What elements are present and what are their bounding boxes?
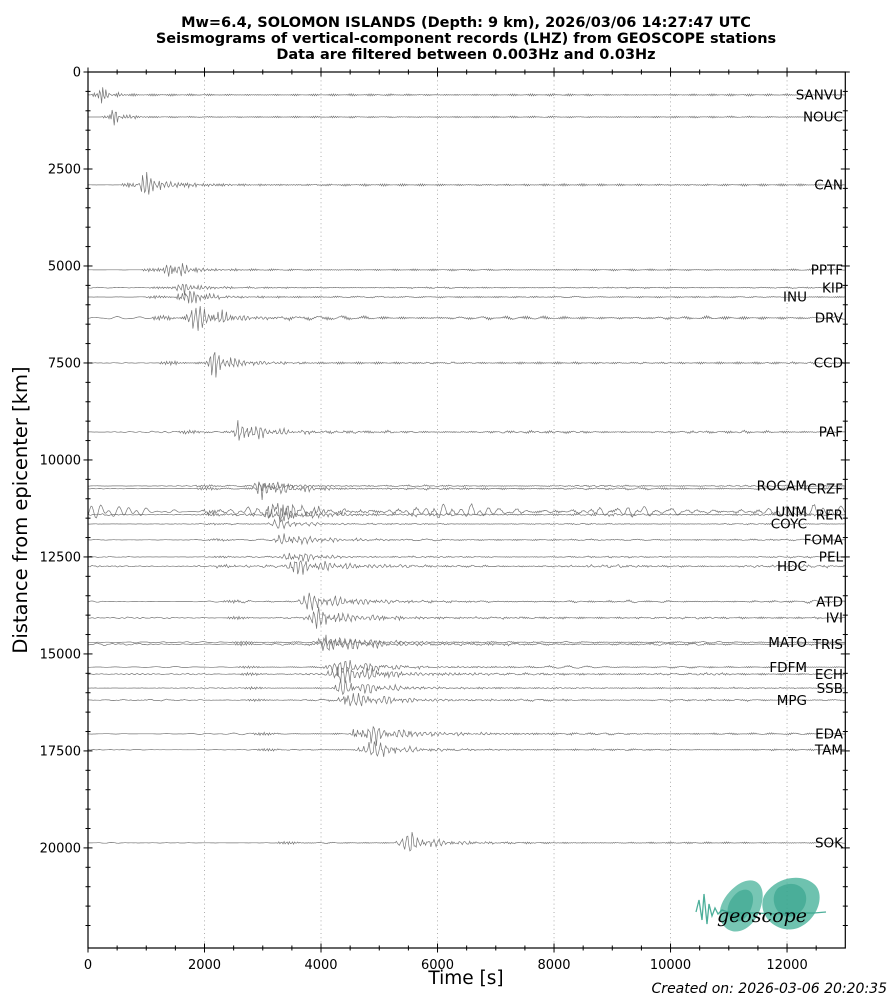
- seismogram-trace-rer: [88, 507, 846, 522]
- y-tick-label: 2500: [48, 162, 81, 177]
- seismogram-trace-inu: [88, 290, 846, 304]
- seismogram-trace-sanvu: [88, 87, 846, 104]
- station-label-mato: MATO: [768, 635, 807, 651]
- seismogram-trace-ssb: [88, 679, 846, 696]
- y-axis-label: Distance from epicenter [km]: [9, 366, 32, 653]
- y-tick-label: 20000: [40, 841, 81, 856]
- station-label-pel: PEL: [819, 550, 844, 566]
- station-label-atd: ATD: [816, 594, 843, 610]
- station-label-inu: INU: [783, 290, 807, 306]
- x-tick-label: 8000: [537, 958, 570, 973]
- seismogram-trace-pptf: [88, 263, 846, 277]
- seismogram-trace-mpg: [88, 692, 846, 707]
- seismogram-trace-coyc: [88, 518, 846, 530]
- y-tick-label: 17500: [40, 744, 81, 759]
- station-label-ivi: IVI: [826, 611, 843, 627]
- x-tick-label: 4000: [304, 958, 337, 973]
- station-label-paf: PAF: [819, 425, 843, 441]
- seismogram-trace-kip: [88, 283, 846, 296]
- y-tick-label: 10000: [40, 453, 81, 468]
- seismogram-trace-tris: [88, 634, 846, 651]
- seismogram-trace-sok: [88, 832, 846, 852]
- plot-title-line2: Seismograms of vertical-component record…: [156, 31, 776, 47]
- logo-right-continent-icon: [773, 883, 807, 917]
- station-label-drv: DRV: [815, 311, 844, 327]
- seismogram-trace-paf: [88, 420, 846, 441]
- seismogram-trace-ech: [88, 666, 846, 684]
- seismogram-traces: [88, 87, 846, 852]
- seismogram-trace-crzf: [88, 482, 846, 501]
- seismogram-trace-nouc: [88, 109, 846, 126]
- plot-border: [87, 71, 846, 949]
- geoscope-logo: geoscope: [695, 877, 827, 932]
- seismogram-trace-ivi: [88, 606, 846, 629]
- station-label-can: CAN: [814, 178, 843, 194]
- y-tick-label: 12500: [40, 550, 81, 565]
- seismogram-trace-can: [88, 171, 846, 195]
- seismogram-trace-tam: [88, 741, 846, 757]
- station-label-coyc: COYC: [771, 517, 807, 533]
- station-label-rocam: ROCAM: [757, 479, 807, 495]
- station-label-crzf: CRZF: [807, 481, 843, 497]
- station-label-kip: KIP: [822, 280, 843, 296]
- seismogram-trace-atd: [88, 592, 846, 611]
- station-label-unm: UNM: [775, 504, 807, 520]
- plot-title-line3: Data are filtered between 0.003Hz and 0.…: [276, 47, 655, 63]
- station-label-eda: EDA: [815, 727, 844, 743]
- seismogram-trace-hdc: [88, 560, 846, 575]
- station-label-mpg: MPG: [777, 693, 807, 709]
- station-label-ech: ECH: [815, 667, 843, 683]
- station-label-sok: SOK: [815, 836, 844, 852]
- seismogram-trace-pel: [88, 552, 846, 562]
- logo-wordmark: geoscope: [717, 905, 807, 927]
- seismogram-trace-eda: [88, 725, 846, 746]
- plot-title-line1: Mw=6.4, SOLOMON ISLANDS (Depth: 9 km), 2…: [181, 15, 751, 31]
- station-label-rer: RER: [816, 507, 843, 523]
- created-timestamp: Created on: 2026-03-06 20:20:35: [652, 981, 888, 997]
- seismogram-trace-foma: [88, 533, 846, 546]
- seismogram-trace-mato: [88, 636, 846, 648]
- y-tick-label: 5000: [48, 259, 81, 274]
- x-tick-label: 6000: [421, 958, 454, 973]
- x-axis-label: Time [s]: [427, 968, 503, 989]
- station-label-ssb: SSB: [817, 681, 843, 697]
- y-tick-label: 0: [73, 66, 81, 81]
- station-label-tris: TRIS: [812, 637, 843, 653]
- seismogram-trace-drv: [88, 306, 846, 331]
- y-tick-label: 15000: [40, 647, 81, 662]
- seismogram-trace-fdfm: [88, 660, 846, 677]
- station-label-nouc: NOUC: [803, 110, 843, 126]
- station-label-sanvu: SANVU: [796, 88, 843, 104]
- axis-tick-labels: 0 2000 4000 6000 8000 10000 12000 0 2500 5000 7500…: [40, 66, 808, 974]
- logo-seismogram-squiggle-icon: [695, 893, 827, 925]
- y-tick-label: 7500: [48, 356, 81, 371]
- station-label-hdc: HDC: [777, 559, 807, 575]
- seismogram-trace-ccd: [88, 352, 846, 378]
- station-label-pptf: PPTF: [811, 263, 843, 279]
- x-tick-label: 10000: [650, 958, 691, 973]
- x-tick-label: 2000: [188, 958, 221, 973]
- x-tick-label: 12000: [766, 958, 807, 973]
- station-label-ccd: CCD: [814, 356, 843, 372]
- seismogram-trace-unm: [88, 502, 846, 523]
- station-label-tam: TAM: [814, 742, 843, 758]
- station-label-fdfm: FDFM: [769, 660, 807, 676]
- x-tick-label: 0: [84, 958, 92, 973]
- station-label-foma: FOMA: [804, 533, 844, 549]
- seismogram-trace-rocam: [88, 481, 846, 492]
